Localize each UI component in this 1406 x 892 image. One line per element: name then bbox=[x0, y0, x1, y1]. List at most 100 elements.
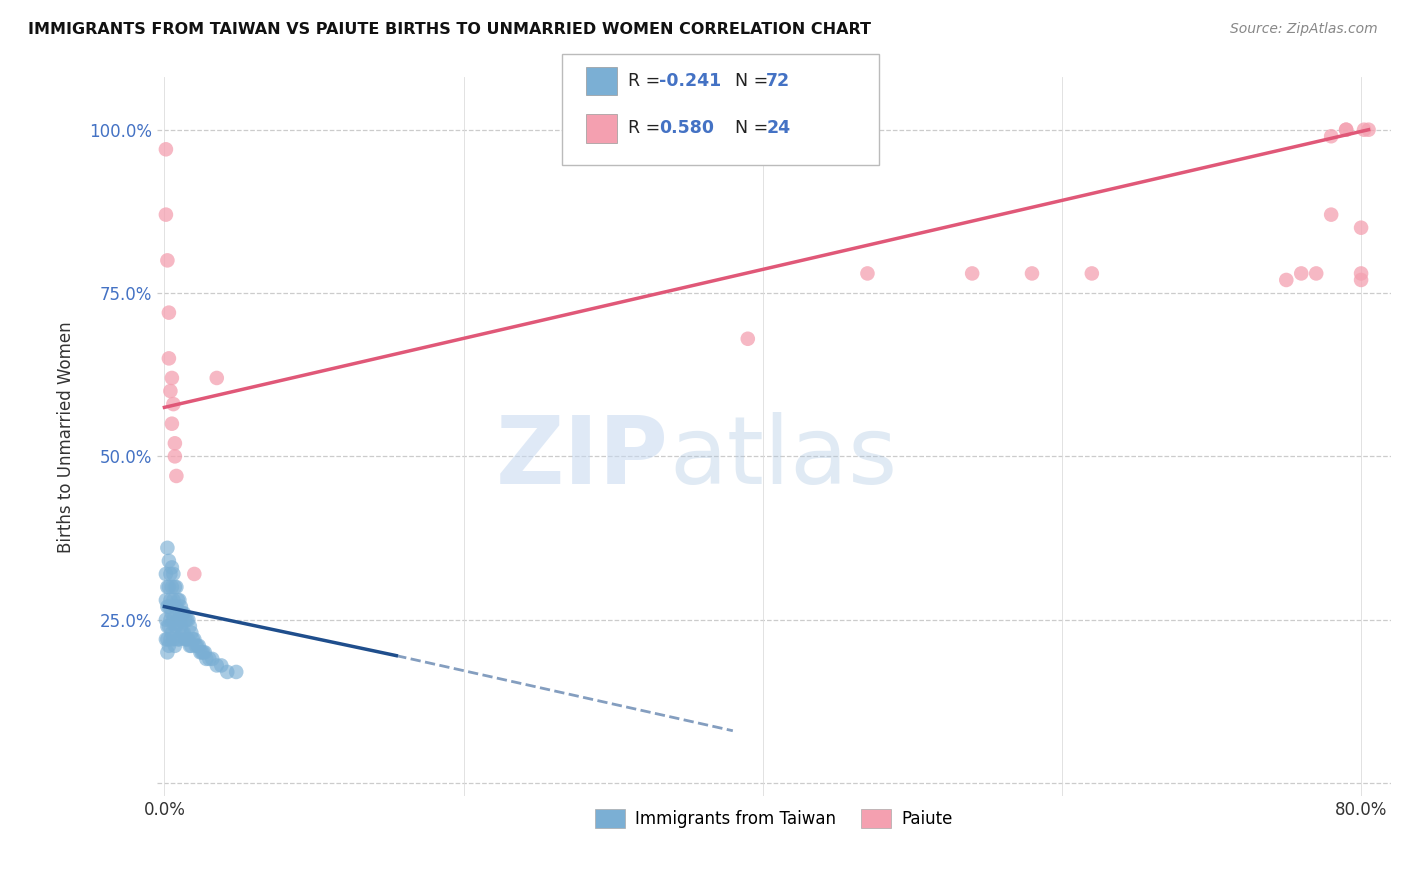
Point bbox=[162, 397, 184, 411]
Text: 72: 72 bbox=[766, 72, 790, 90]
Point bbox=[205, 371, 228, 385]
Point bbox=[155, 632, 177, 647]
Point bbox=[160, 580, 183, 594]
Point bbox=[176, 613, 198, 627]
Point bbox=[201, 652, 224, 666]
Point bbox=[165, 469, 187, 483]
Point bbox=[169, 593, 191, 607]
Point bbox=[156, 541, 179, 555]
Text: -0.241: -0.241 bbox=[659, 72, 721, 90]
Point bbox=[1289, 267, 1312, 281]
Point bbox=[157, 619, 180, 633]
Point bbox=[856, 267, 879, 281]
Point bbox=[217, 665, 239, 679]
Point bbox=[160, 371, 183, 385]
Point bbox=[169, 613, 191, 627]
Point bbox=[195, 652, 218, 666]
Point bbox=[157, 351, 180, 366]
Point bbox=[1357, 122, 1379, 136]
Point bbox=[157, 599, 180, 614]
Point bbox=[1350, 273, 1372, 287]
Point bbox=[184, 639, 207, 653]
Point bbox=[1334, 122, 1357, 136]
Point bbox=[163, 619, 186, 633]
Text: atlas: atlas bbox=[669, 412, 897, 504]
Point bbox=[1021, 267, 1043, 281]
Point bbox=[1353, 122, 1375, 136]
Point bbox=[155, 593, 177, 607]
Text: R =: R = bbox=[628, 72, 666, 90]
Point bbox=[209, 658, 232, 673]
Point bbox=[186, 639, 208, 653]
Point bbox=[156, 253, 179, 268]
Point bbox=[1305, 267, 1327, 281]
Text: Source: ZipAtlas.com: Source: ZipAtlas.com bbox=[1230, 22, 1378, 37]
Text: 0.580: 0.580 bbox=[659, 120, 714, 137]
Point bbox=[167, 613, 190, 627]
Point bbox=[157, 639, 180, 653]
Point bbox=[160, 625, 183, 640]
Point bbox=[165, 599, 187, 614]
Point bbox=[160, 417, 183, 431]
Point bbox=[188, 645, 211, 659]
Point bbox=[160, 560, 183, 574]
Point bbox=[156, 619, 179, 633]
Point bbox=[179, 639, 201, 653]
Point bbox=[174, 613, 197, 627]
Point bbox=[205, 658, 228, 673]
Point bbox=[1275, 273, 1298, 287]
Point bbox=[155, 208, 177, 222]
Point bbox=[183, 566, 205, 581]
Point bbox=[163, 639, 186, 653]
Text: IMMIGRANTS FROM TAIWAN VS PAIUTE BIRTHS TO UNMARRIED WOMEN CORRELATION CHART: IMMIGRANTS FROM TAIWAN VS PAIUTE BIRTHS … bbox=[28, 22, 872, 37]
Point bbox=[170, 599, 193, 614]
Point bbox=[157, 554, 180, 568]
Point bbox=[159, 593, 181, 607]
Point bbox=[157, 305, 180, 319]
Point bbox=[167, 632, 190, 647]
Point bbox=[160, 606, 183, 620]
Point bbox=[173, 625, 195, 640]
Point bbox=[155, 142, 177, 156]
Text: ZIP: ZIP bbox=[496, 412, 669, 504]
Point bbox=[167, 593, 190, 607]
Point bbox=[180, 625, 202, 640]
Point bbox=[156, 599, 179, 614]
Point bbox=[157, 580, 180, 594]
Point bbox=[162, 566, 184, 581]
Text: N =: N = bbox=[724, 72, 773, 90]
Point bbox=[198, 652, 221, 666]
Y-axis label: Births to Unmarried Women: Births to Unmarried Women bbox=[58, 321, 75, 552]
Point bbox=[165, 580, 187, 594]
Point bbox=[155, 613, 177, 627]
Point bbox=[1320, 129, 1343, 144]
Text: 24: 24 bbox=[766, 120, 790, 137]
Point bbox=[179, 619, 201, 633]
Point bbox=[162, 613, 184, 627]
Point bbox=[174, 632, 197, 647]
Point bbox=[737, 332, 759, 346]
Point bbox=[156, 645, 179, 659]
Point bbox=[173, 606, 195, 620]
Point bbox=[162, 632, 184, 647]
Point bbox=[193, 645, 215, 659]
Point bbox=[191, 645, 214, 659]
Point bbox=[163, 599, 186, 614]
Point bbox=[155, 566, 177, 581]
Point bbox=[194, 645, 217, 659]
Point bbox=[1350, 267, 1372, 281]
Point bbox=[159, 613, 181, 627]
Point bbox=[172, 625, 194, 640]
Point bbox=[187, 639, 209, 653]
Point bbox=[177, 613, 200, 627]
Point bbox=[165, 619, 187, 633]
Point bbox=[159, 566, 181, 581]
Point bbox=[176, 632, 198, 647]
Point bbox=[180, 639, 202, 653]
Point bbox=[172, 606, 194, 620]
Point bbox=[163, 436, 186, 450]
Point bbox=[162, 593, 184, 607]
Point bbox=[183, 632, 205, 647]
Point bbox=[225, 665, 247, 679]
Point bbox=[169, 632, 191, 647]
